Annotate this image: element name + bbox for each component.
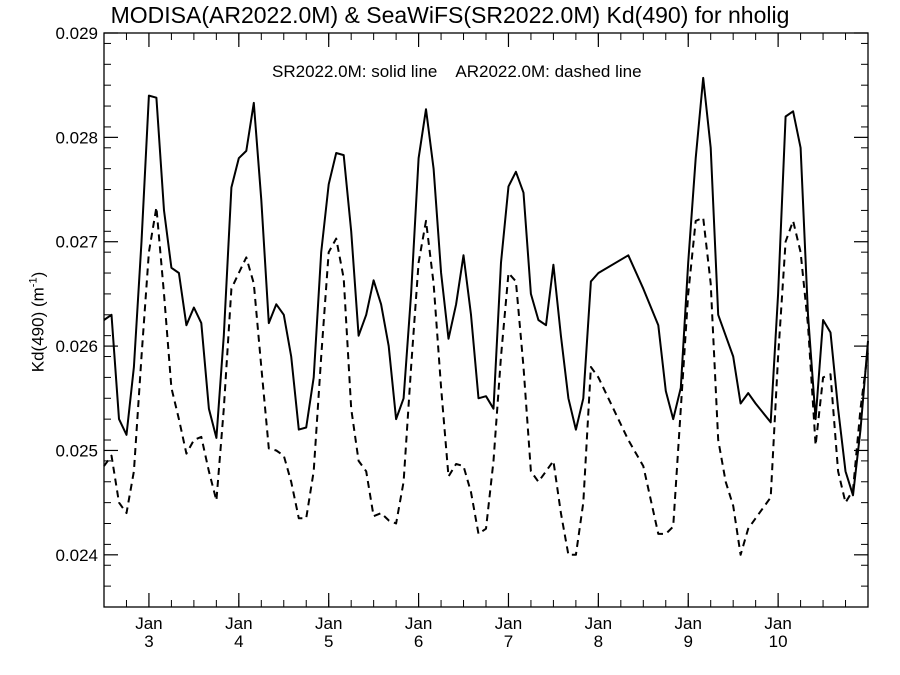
- x-tick-month-label: Jan: [675, 614, 702, 633]
- x-tick-month-label: Jan: [315, 614, 342, 633]
- solid-line-note: SR2022.0M: solid line: [272, 62, 438, 81]
- x-tick-month-label: Jan: [225, 614, 252, 633]
- plot-frame: [103, 32, 869, 608]
- x-tick-month-label: Jan: [405, 614, 432, 633]
- x-tick-day-label: 3: [144, 632, 153, 651]
- series-layer: [103, 76, 869, 556]
- y-tick-label: 0.029: [55, 24, 98, 43]
- x-tick-day-label: 7: [504, 632, 513, 651]
- series-line-ar2022-0m: [103, 206, 869, 556]
- dashed-line-note: AR2022.0M: dashed line: [455, 62, 642, 81]
- y-tick-label: 0.026: [55, 337, 98, 356]
- x-tick-day-label: 4: [234, 632, 243, 651]
- x-tick-month-label: Jan: [135, 614, 162, 633]
- x-tick-day-label: 8: [594, 632, 603, 651]
- x-tick-day-label: 5: [324, 632, 333, 651]
- x-tick-day-label: 6: [414, 632, 423, 651]
- x-tick-day-label: 10: [769, 632, 788, 651]
- x-tick-month-label: Jan: [495, 614, 522, 633]
- x-tick-month-label: Jan: [585, 614, 612, 633]
- x-tick-day-label: 9: [684, 632, 693, 651]
- y-tick-label: 0.027: [55, 233, 98, 252]
- series-line-sr2022-0m: [103, 76, 869, 497]
- y-tick-label: 0.024: [55, 546, 98, 565]
- y-tick-label: 0.028: [55, 128, 98, 147]
- chart-title: MODISA(AR2022.0M) & SeaWiFS(SR2022.0M) K…: [110, 2, 790, 28]
- line-style-note: SR2022.0M: solid line AR2022.0M: dashed l…: [272, 62, 660, 82]
- y-tick-label: 0.025: [55, 441, 98, 460]
- axes-layer: 0.0240.0250.0260.0270.0280.029Jan3Jan4Ja…: [55, 24, 869, 651]
- x-tick-month-label: Jan: [764, 614, 791, 633]
